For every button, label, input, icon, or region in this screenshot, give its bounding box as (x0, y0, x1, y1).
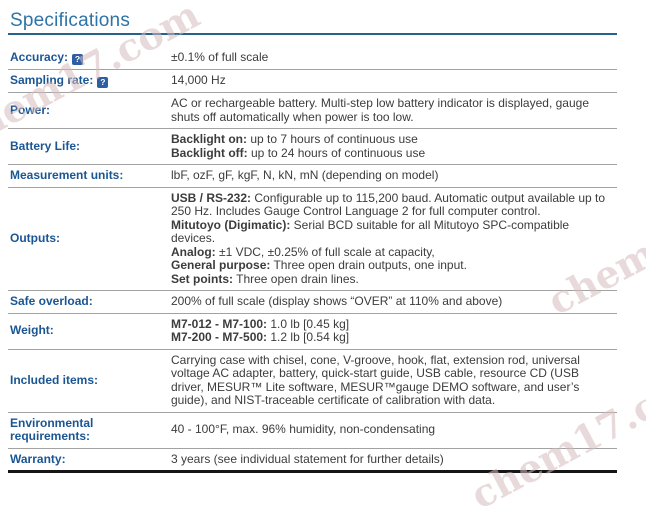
spec-label-text: Sampling rate: (10, 73, 94, 87)
spec-label-accuracy: Accuracy:? (8, 50, 171, 65)
spec-value-sampling-rate: 14,000 Hz (171, 73, 226, 88)
spec-label-text: Measurement units: (10, 168, 124, 182)
spec-label-included-items: Included items: (8, 372, 171, 388)
spec-label-measurement-units: Measurement units: (8, 168, 171, 183)
spec-value-warranty: 3 years (see individual statement for fu… (171, 451, 444, 466)
spec-row-safe-overload: Safe overload: 200% of full scale (displ… (8, 291, 617, 314)
spec-value-power: AC or rechargeable battery. Multi-step l… (171, 96, 589, 124)
spec-label-text: Outputs: (10, 231, 60, 245)
help-icon[interactable]: ? (72, 54, 84, 65)
spec-label-text: Power: (10, 102, 51, 117)
spec-label-power: Power: (8, 102, 171, 118)
spec-row-weight: Weight: M7-012 - M7-100: 1.0 lb [0.45 kg… (8, 314, 617, 350)
spec-value-included-items: Carrying case with chisel, cone, V-groov… (171, 352, 580, 407)
spec-label-text: Weight: (10, 323, 54, 338)
spec-value-safe-overload: 200% of full scale (display shows “OVER”… (171, 294, 503, 308)
spec-label-text: Battery Life: (10, 138, 81, 153)
spec-row-included-items: Included items: Carrying case with chise… (8, 350, 617, 413)
title-underline (8, 33, 617, 35)
spec-row-battery-life: Battery Life: Backlight on: up to 7 hour… (8, 129, 617, 165)
spec-label-text: Included items: (10, 372, 99, 387)
spec-label-weight: Weight: (8, 324, 171, 338)
spec-value-weight: M7-012 - M7-100: 1.0 lb [0.45 kg] M7-200 … (171, 316, 350, 344)
page-title: Specifications (10, 10, 131, 31)
spec-row-environmental-requirements: Environmental requirements: 40 - 100°F, … (8, 413, 617, 449)
spec-row-warranty: Warranty: 3 years (see individual statem… (8, 449, 617, 471)
spec-label-text: Accuracy: (10, 50, 69, 64)
spec-label-safe-overload: Safe overload: (8, 294, 171, 309)
spec-label-sampling-rate: Sampling rate:? (8, 73, 171, 88)
specifications-table: Accuracy:? ±0.1% of full scale Sampling … (8, 47, 617, 473)
spec-value-environmental-requirements: 40 - 100°F, max. 96% humidity, non-conde… (171, 422, 436, 437)
spec-row-accuracy: Accuracy:? ±0.1% of full scale (8, 47, 617, 70)
spec-value-measurement-units: lbF, ozF, gF, kgF, N, kN, mN (depending … (171, 168, 439, 182)
spec-label-text: Environmental requirements: (10, 415, 94, 443)
spec-label-environmental-requirements: Environmental requirements: (8, 415, 171, 444)
spec-label-outputs: Outputs: (8, 231, 171, 246)
specifications-page: Specifications Accuracy:? ±0.1% of full … (8, 10, 617, 473)
spec-value-accuracy: ±0.1% of full scale (171, 50, 269, 65)
spec-row-power: Power: AC or rechargeable battery. Multi… (8, 93, 617, 129)
spec-row-sampling-rate: Sampling rate:? 14,000 Hz (8, 70, 617, 93)
spec-value-battery-life: Backlight on: up to 7 hours of continuou… (171, 132, 426, 160)
spec-row-outputs: Outputs: USB / RS-232: Configurable up t… (8, 188, 617, 291)
spec-label-battery-life: Battery Life: (8, 138, 171, 154)
spec-value-outputs: USB / RS-232: Configurable up to 115,200… (171, 190, 606, 286)
spec-label-text: Warranty: (10, 451, 66, 466)
spec-row-measurement-units: Measurement units: lbF, ozF, gF, kgF, N,… (8, 165, 617, 188)
spec-label-warranty: Warranty: (8, 451, 171, 467)
help-icon[interactable]: ? (97, 77, 109, 88)
spec-label-text: Safe overload: (10, 294, 93, 308)
